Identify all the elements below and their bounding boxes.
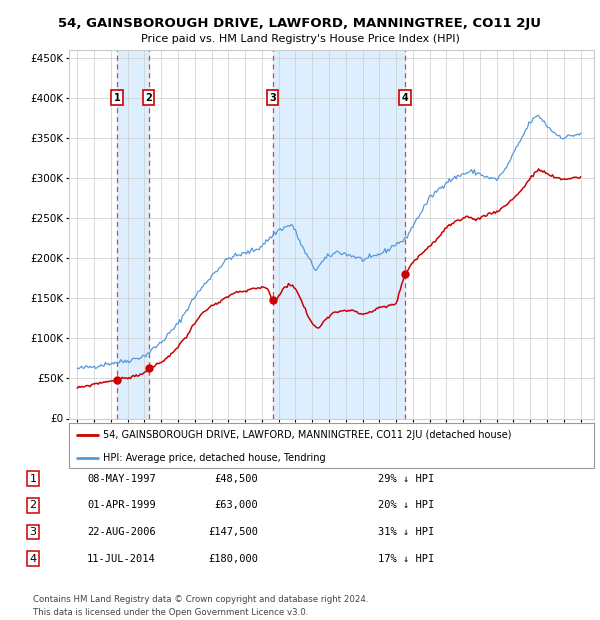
Text: 54, GAINSBOROUGH DRIVE, LAWFORD, MANNINGTREE, CO11 2JU: 54, GAINSBOROUGH DRIVE, LAWFORD, MANNING… bbox=[59, 17, 542, 30]
Text: 1: 1 bbox=[29, 474, 37, 484]
Text: 11-JUL-2014: 11-JUL-2014 bbox=[87, 554, 156, 564]
Text: 2: 2 bbox=[29, 500, 37, 510]
Text: 1: 1 bbox=[113, 93, 120, 103]
Text: 4: 4 bbox=[401, 93, 408, 103]
Text: 3: 3 bbox=[269, 93, 276, 103]
Text: 4: 4 bbox=[29, 554, 37, 564]
Text: 01-APR-1999: 01-APR-1999 bbox=[87, 500, 156, 510]
Text: £180,000: £180,000 bbox=[208, 554, 258, 564]
Text: 2: 2 bbox=[145, 93, 152, 103]
Text: 54, GAINSBOROUGH DRIVE, LAWFORD, MANNINGTREE, CO11 2JU (detached house): 54, GAINSBOROUGH DRIVE, LAWFORD, MANNING… bbox=[103, 430, 512, 440]
Text: 31% ↓ HPI: 31% ↓ HPI bbox=[378, 527, 434, 537]
Text: 17% ↓ HPI: 17% ↓ HPI bbox=[378, 554, 434, 564]
Text: 29% ↓ HPI: 29% ↓ HPI bbox=[378, 474, 434, 484]
Text: Price paid vs. HM Land Registry's House Price Index (HPI): Price paid vs. HM Land Registry's House … bbox=[140, 34, 460, 44]
Text: £63,000: £63,000 bbox=[214, 500, 258, 510]
Text: Contains HM Land Registry data © Crown copyright and database right 2024.
This d: Contains HM Land Registry data © Crown c… bbox=[33, 595, 368, 617]
Text: 20% ↓ HPI: 20% ↓ HPI bbox=[378, 500, 434, 510]
Text: 08-MAY-1997: 08-MAY-1997 bbox=[87, 474, 156, 484]
Bar bbox=[117, 50, 149, 419]
Text: £48,500: £48,500 bbox=[214, 474, 258, 484]
Text: £147,500: £147,500 bbox=[208, 527, 258, 537]
Text: 22-AUG-2006: 22-AUG-2006 bbox=[87, 527, 156, 537]
Text: 3: 3 bbox=[29, 527, 37, 537]
Bar bbox=[272, 50, 405, 419]
Text: HPI: Average price, detached house, Tendring: HPI: Average price, detached house, Tend… bbox=[103, 453, 326, 463]
